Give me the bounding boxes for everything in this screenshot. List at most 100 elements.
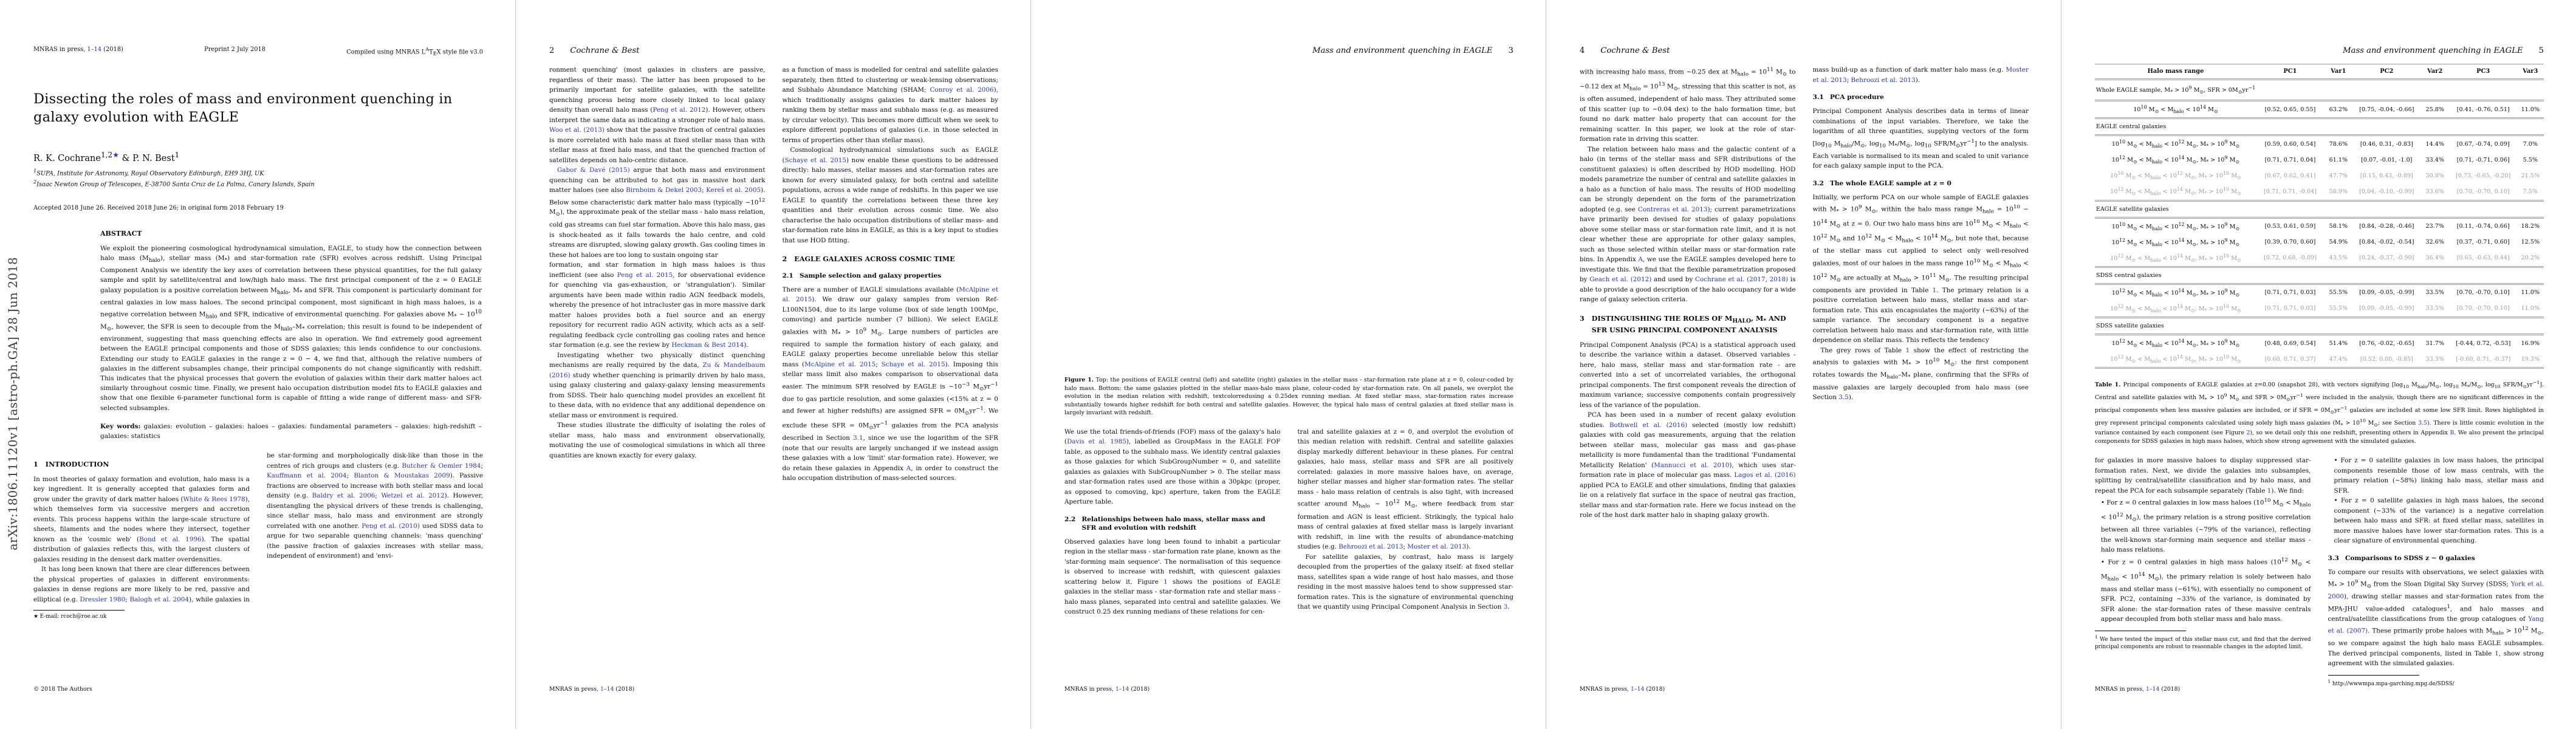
citation-link[interactable]: Schaye et al. 2015	[784, 156, 846, 164]
citation-link[interactable]: Dressler 1980	[80, 595, 126, 603]
citation-link[interactable]: York et al. 2000	[2328, 580, 2544, 601]
paragraph: The grey rows of Table 1 show the effect…	[1812, 346, 2029, 402]
paragraph: Principal Component Analysis describes d…	[1812, 108, 2029, 170]
citation-link[interactable]: Moster et al. 2013	[1812, 66, 2029, 84]
citation-link[interactable]: Woo et al. (2013)	[549, 126, 605, 134]
citation-link[interactable]: Blanton & Moustakas 2009	[354, 472, 450, 480]
page-number: 3	[1508, 46, 1513, 55]
citation-link[interactable]: Peng et al. 2012	[653, 106, 706, 114]
citation-link[interactable]: Yang et al. (2007)	[2328, 615, 2544, 635]
citation-link[interactable]: Mannucci et al. 2010	[1654, 461, 1730, 469]
citation-link[interactable]: 1	[2267, 487, 2272, 495]
citation-link[interactable]: 1–14	[1630, 686, 1645, 693]
citation-link[interactable]: Bond et al. 1996	[139, 535, 202, 543]
column-header: Var2	[2420, 64, 2450, 80]
citation-link[interactable]: 3.5	[1838, 394, 1849, 402]
paragraph: There are a number of EAGLE simulations …	[782, 286, 999, 482]
citation-link[interactable]: Schaye et al. 2015	[881, 360, 945, 368]
citation-link[interactable]: Davis et al. 1985	[1067, 438, 1126, 446]
paragraph: Principal Component Analysis (PCA) is a …	[1580, 341, 1796, 409]
authors: R. K. Cochrane1,2★ & P. N. Best1	[33, 151, 180, 164]
table-cell: [0.67, 0.62, 0.41]	[2264, 172, 2316, 179]
citation-link[interactable]: 1	[1163, 578, 1168, 586]
table-cell: 1012 M⊙ < Mhalo < 1014 M⊙, M* > 1010 M⊙	[2110, 354, 2241, 364]
table-cell: [0.04, -0.10, -0.99]	[2359, 188, 2414, 196]
table-cell: [-0.44, 0.72, -0.53]	[2456, 340, 2511, 347]
citation-link[interactable]: Birnboim & Dekel 2003	[626, 187, 702, 194]
paragraph: To compare our results with observations…	[2328, 568, 2544, 668]
citation-link[interactable]: Peng et al. (2010)	[361, 522, 420, 530]
table-group-label: SDSS central galaxies	[2095, 267, 2544, 285]
citation-link[interactable]: Behroozi et al. 2013	[1851, 76, 1916, 84]
citation-link[interactable]: 2	[2246, 430, 2250, 437]
table-row: 1012 M⊙ < Mhalo < 1014 M⊙, M* > 1010 M⊙ […	[2095, 351, 2544, 368]
citation-link[interactable]: McAlpine et al. 2015	[804, 360, 876, 368]
citation-link[interactable]: 3.1	[853, 434, 863, 442]
citation-link[interactable]: Zu & Mandelbaum (2016)	[549, 361, 766, 379]
table-cell: 43.5%	[2329, 255, 2348, 262]
citation-link[interactable]: Butcher & Oemler 1984	[402, 462, 481, 470]
page4-column-right: mass build-up as a function of dark matt…	[1813, 65, 2029, 663]
running-title: Mass and environment quenching in EAGLE	[2343, 46, 2523, 55]
table-header: Halo mass range PC1 Var1 PC2 Var2 PC3 Var3	[2095, 64, 2544, 80]
table-cell: 21.5%	[2521, 172, 2540, 179]
citation-link[interactable]: Conroy et al. 2006	[930, 86, 994, 94]
table-cell: 1010 M⊙ < Mhalo < 1012 M⊙, M* > 109 M⊙	[2111, 139, 2240, 149]
citation-link[interactable]: White & Rees 1978	[183, 495, 245, 503]
table-1-caption: Table 1. Principal components of EAGLE g…	[2095, 378, 2544, 446]
abstract-block: ABSTRACT We exploit the pioneering cosmo…	[100, 230, 482, 442]
citation-link[interactable]: 1–14	[87, 46, 102, 53]
table-cell: [0.71, 0.71, 0.04]	[2264, 156, 2316, 163]
citation-link[interactable]: B	[2450, 430, 2454, 437]
citation-link[interactable]: A	[906, 464, 911, 472]
section-heading: 3 DISTINGUISHING THE ROLES OF MHALO, M* A…	[1580, 314, 1796, 335]
citation-link[interactable]: 1	[1905, 346, 1910, 354]
table-cell: 7.5%	[2523, 188, 2538, 196]
bullet-item: • For z = 0 central galaxies in high mas…	[2101, 556, 2311, 623]
table-cell: 1012 M⊙ < Mhalo < 1014 M⊙, M* > 109 M⊙	[2111, 237, 2240, 247]
table-cell: 61.1%	[2329, 156, 2348, 163]
citation-link[interactable]: Bothwell et al. (2016)	[1609, 421, 1688, 429]
citation-link[interactable]: 1	[2495, 649, 2499, 657]
citation-link[interactable]: Kauffmann et al. 2004	[267, 472, 347, 480]
citation-link[interactable]: Behroozi et al. 2013	[1338, 543, 1403, 551]
citation-link[interactable]: 1–14	[1115, 686, 1129, 693]
citation-link[interactable]: 1–14	[600, 686, 614, 693]
paragraph: tral and satellite galaxies at z = 0, an…	[1297, 428, 1514, 551]
citation-link[interactable]: 1	[1932, 286, 1937, 294]
paragraph: formation, and star formation in high ma…	[549, 261, 766, 349]
citation-link[interactable]: ★	[112, 151, 120, 160]
citation-link[interactable]: Moster et al. 2013	[1407, 543, 1467, 551]
citation-link[interactable]: 3	[1503, 603, 1508, 611]
table-cell: [0.73, -0.65, -0.20]	[2456, 172, 2511, 179]
page1-footer: © 2018 The Authors	[33, 686, 92, 693]
citation-link[interactable]: Baldry et al. 2006	[312, 492, 375, 500]
subsection-title: Relationships between halo mass, stellar…	[1081, 515, 1266, 532]
paragraph: These studies illustrate the difficulty …	[549, 422, 766, 459]
citation-link[interactable]: 1–14	[2145, 686, 2160, 693]
table-row: 1012 M⊙ < Mhalo < 1014 M⊙, M* > 109 M⊙ [0…	[2095, 234, 2544, 250]
table-cell: [0.52, 0.00, -0.85]	[2360, 355, 2413, 363]
citation-link[interactable]: Cochrane et al. (2017	[1695, 276, 1766, 284]
table-cell: 11.0%	[2521, 106, 2540, 113]
citation-link[interactable]: 2018)	[1769, 276, 1789, 284]
table-cell: 33.5%	[2425, 305, 2445, 312]
table-cell: 63.2%	[2329, 106, 2348, 113]
citation-link[interactable]: Geach et al. (2012)	[1589, 276, 1652, 284]
citation-link[interactable]: Kereš et al. 2005	[706, 187, 761, 194]
citation-link[interactable]: Gabor & Davé (2015)	[557, 166, 630, 174]
citation-link[interactable]: McAlpine et al. 2015	[782, 286, 999, 304]
citation-link[interactable]: Wetzel et al. 2012	[381, 492, 445, 500]
subsection-number: 2.1	[782, 272, 793, 279]
citation-link[interactable]: 3.5	[2418, 419, 2427, 426]
citation-link[interactable]: Contreras et al. 2013	[1638, 205, 1708, 213]
citation-link[interactable]: Peng et al. 2015	[617, 271, 673, 279]
citation-link[interactable]: A	[1638, 256, 1643, 264]
table-cell: 51.4%	[2329, 340, 2348, 347]
citation-link[interactable]: Balogh et al. 2004	[129, 595, 190, 603]
page1-column-left: 1 INTRODUCTION In most theories of galaxy …	[33, 451, 250, 604]
paper-title: Dissecting the roles of mass and environ…	[33, 91, 453, 125]
citation-link[interactable]: Lagos et al. (2016)	[1734, 471, 1796, 479]
table-cell: 19.3%	[2521, 355, 2540, 363]
citation-link[interactable]: Heckman & Best 2014	[671, 341, 744, 349]
